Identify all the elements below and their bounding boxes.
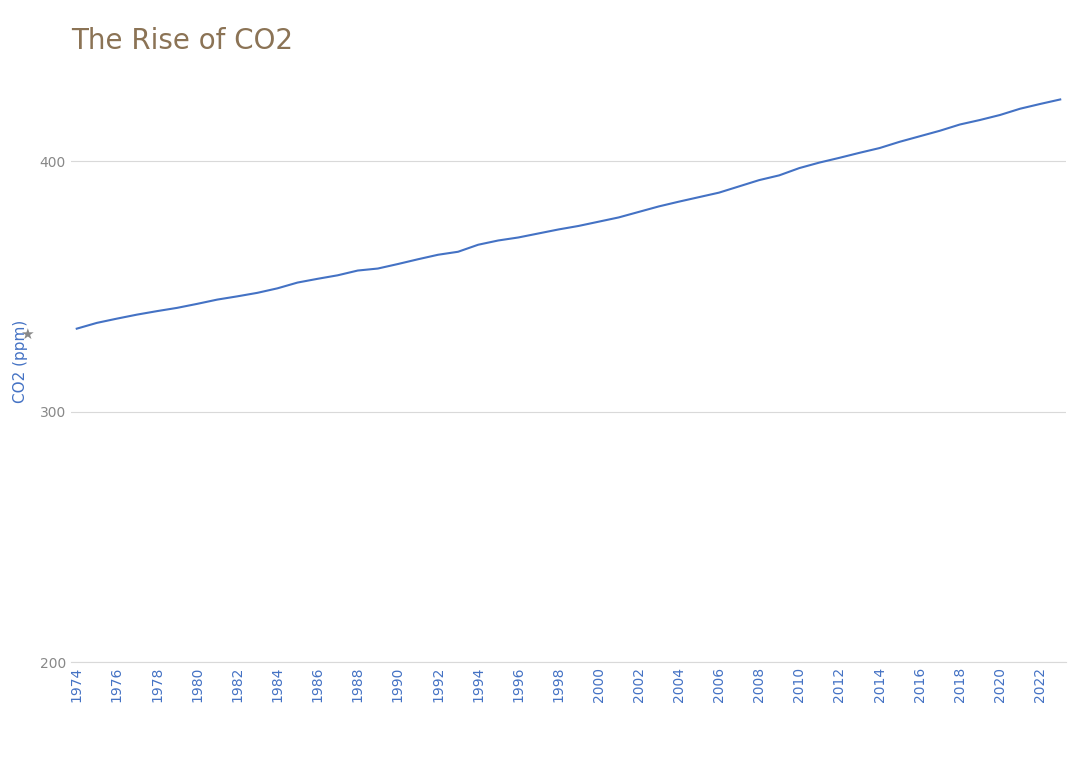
Text: ★: ★ <box>21 327 34 342</box>
Y-axis label: CO2 (ppm): CO2 (ppm) <box>13 320 28 403</box>
Text: The Rise of CO2: The Rise of CO2 <box>71 27 293 55</box>
